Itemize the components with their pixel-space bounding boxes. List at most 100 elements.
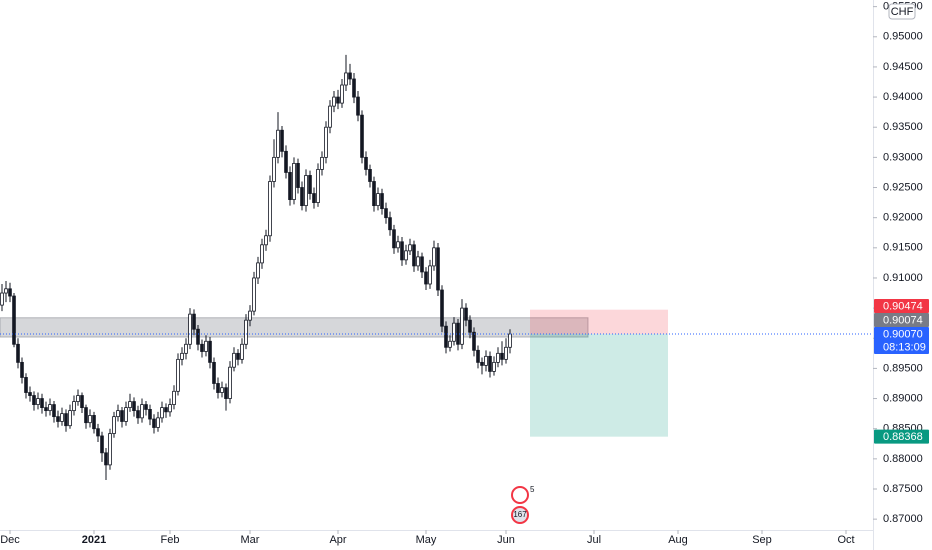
candle-body — [412, 244, 416, 267]
candle-body — [300, 187, 304, 207]
candle-body — [356, 96, 360, 116]
candle-body — [120, 410, 124, 422]
target-zone — [530, 334, 668, 437]
candle-body — [116, 410, 120, 418]
candle-body — [248, 310, 252, 321]
event-badge — [511, 506, 529, 524]
candle-body — [260, 244, 264, 264]
candle-body — [216, 383, 220, 393]
candle-body — [264, 235, 268, 246]
candle-body — [328, 105, 332, 128]
candle-body — [56, 416, 60, 422]
candle-body — [348, 72, 352, 80]
candle-body — [28, 392, 32, 396]
x-tick-label: Aug — [668, 534, 688, 546]
candle-body — [492, 361, 496, 372]
x-tick-label: Sep — [752, 534, 772, 546]
candle-body — [496, 352, 500, 363]
candle-body — [112, 416, 116, 434]
candle-body — [344, 72, 348, 86]
candle-body — [272, 156, 276, 182]
price-label-box — [874, 299, 929, 314]
x-tick-label: Dec — [0, 534, 20, 546]
candle-body — [152, 418, 156, 428]
y-tick-label: 0.93500 — [883, 121, 923, 133]
y-tick-label: 0.87500 — [883, 483, 923, 495]
y-tick-label: 0.89500 — [883, 362, 923, 374]
candle-body — [148, 409, 152, 420]
x-tick-label: May — [416, 534, 437, 546]
candle-body — [400, 241, 404, 261]
candle-body — [284, 150, 288, 173]
candle-body — [232, 352, 236, 368]
candle-body — [428, 265, 432, 285]
candle-body — [236, 352, 240, 360]
candle-body — [156, 417, 160, 428]
candle-body — [108, 433, 112, 466]
candle-body — [508, 333, 512, 348]
y-tick-label: 0.92000 — [883, 212, 923, 224]
candle-body — [268, 181, 272, 237]
candle-body — [160, 407, 164, 419]
candle-body — [420, 256, 424, 273]
y-tick-label: 0.88000 — [883, 453, 923, 465]
x-tick-label: Apr — [329, 534, 346, 546]
candle-body — [184, 343, 188, 354]
candle-body — [132, 401, 136, 412]
candle-body — [320, 156, 324, 170]
event-badge-label: 5 — [530, 485, 535, 494]
candle-body — [340, 84, 344, 104]
candle-body — [440, 289, 444, 327]
candle-body — [488, 355, 492, 372]
candle-body — [468, 319, 472, 333]
candle-body — [464, 307, 468, 321]
price-label: 0.90070 — [883, 328, 923, 340]
candle-body — [312, 193, 316, 203]
candle-body — [376, 193, 380, 207]
candle-body — [188, 313, 192, 345]
candle-body — [480, 361, 484, 366]
candle-body — [176, 358, 180, 392]
candle-body — [44, 407, 48, 412]
candle-body — [8, 288, 12, 297]
stop-zone — [530, 309, 668, 335]
candle-body — [256, 262, 260, 279]
candle-body — [436, 247, 440, 291]
candle-body — [192, 313, 196, 330]
candle-body — [456, 322, 460, 345]
y-tick-label: 0.93000 — [883, 151, 923, 163]
candle-body — [88, 415, 92, 424]
candle-body — [136, 410, 140, 419]
candle-body — [500, 352, 504, 360]
countdown: 08:13:09 — [883, 341, 926, 353]
candle-body — [212, 361, 216, 384]
plot-area: Dec 2021 Feb Mar Apr May Jun Jul Aug Sep Oct 5 167 — [0, 54, 873, 546]
candle-body — [292, 163, 296, 200]
candle-body — [352, 78, 356, 98]
candle-body — [360, 114, 364, 158]
y-tick-label: 0.94000 — [883, 91, 923, 103]
candle-body — [92, 415, 96, 430]
candle-body — [40, 398, 44, 408]
candle-body — [408, 244, 412, 252]
currency: CHF — [891, 6, 914, 18]
candle-body — [60, 413, 64, 422]
candle-body — [288, 172, 292, 200]
candle-body — [332, 96, 336, 107]
candle-body — [172, 390, 176, 405]
candle-body — [424, 271, 428, 285]
candle-body — [276, 129, 280, 158]
x-tick-label: Jun — [497, 534, 515, 546]
candle-body — [100, 435, 104, 454]
price-label: 0.90074 — [883, 314, 923, 326]
candle-body — [4, 288, 8, 294]
y-tick-label: 0.91500 — [883, 242, 923, 254]
x-tick-label: Feb — [161, 534, 180, 546]
candle-body — [12, 295, 16, 345]
candle-body — [472, 331, 476, 351]
candle-body — [180, 352, 184, 360]
candle-body — [460, 307, 464, 345]
